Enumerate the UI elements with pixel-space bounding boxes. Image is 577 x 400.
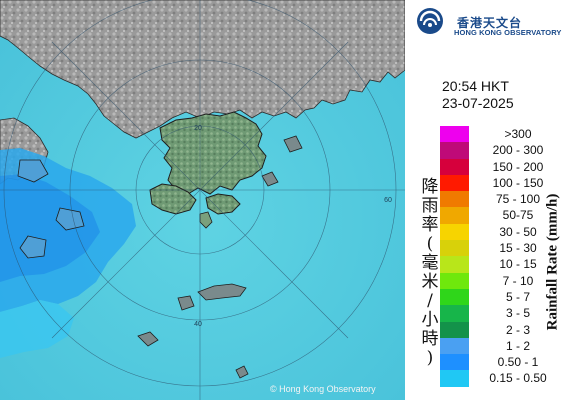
- legend-row: 150 - 200: [440, 158, 550, 175]
- info-panel: 香港天文台 HONG KONG OBSERVATORY 20:54 HKT 23…: [405, 0, 577, 400]
- legend-row: 50-75: [440, 207, 550, 224]
- east-island-1: [283, 135, 303, 153]
- organization-name-en: HONG KONG OBSERVATORY: [454, 28, 562, 37]
- legend-label: 150 - 200: [492, 159, 544, 174]
- legend-title-zh-char: 降: [421, 177, 439, 197]
- legend-swatch: [440, 207, 469, 224]
- legend-row: 15 - 30: [440, 240, 550, 257]
- south-island-1: [197, 283, 247, 301]
- legend-label: 200 - 300: [492, 143, 544, 158]
- legend-label: 100 - 150: [492, 175, 544, 190]
- rain-echo-west-light: [0, 300, 74, 358]
- south-island-2: [177, 295, 195, 311]
- legend-title-zh-char: 時: [421, 329, 439, 349]
- legend-swatch: [440, 305, 469, 322]
- legend-row: 7 - 10: [440, 272, 550, 289]
- legend-swatch: [440, 142, 469, 159]
- lantau-island: [149, 183, 197, 215]
- legend-swatch: [440, 223, 469, 241]
- legend-label: 2 - 3: [505, 322, 530, 337]
- legend-row: 100 - 150: [440, 174, 550, 192]
- legend-swatch: [440, 354, 469, 371]
- legend-label: 5 - 7: [505, 289, 530, 304]
- legend-swatch: [440, 126, 469, 143]
- legend-title-zh-char: (: [426, 234, 434, 254]
- legend-swatch: [440, 272, 469, 289]
- legend-swatch: [440, 174, 469, 192]
- legend-row: 200 - 300: [440, 142, 550, 159]
- south-island-3: [137, 331, 159, 347]
- legend-swatch: [440, 321, 469, 338]
- legend-label: 1 - 2: [505, 338, 530, 353]
- legend-label: 50-75: [502, 208, 534, 223]
- legend-swatch: [440, 158, 469, 175]
- legend-title-zh: 降雨率(毫米 / 小時): [419, 178, 441, 368]
- legend-label: 75 - 100: [495, 192, 541, 207]
- legend-title-zh-char: 小: [421, 310, 439, 330]
- legend-swatch: [440, 370, 469, 387]
- legend-label: 0.50 - 1: [497, 355, 539, 370]
- legend-row: 10 - 15: [440, 256, 550, 273]
- legend-title-zh-char: 率: [421, 215, 439, 235]
- legend-row: 0.50 - 1: [440, 354, 550, 371]
- legend-swatch: [440, 191, 469, 208]
- organization-name-zh: 香港天文台: [457, 16, 523, 30]
- timestamp: 20:54 HKT 23-07-2025: [442, 78, 514, 112]
- timestamp-date: 23-07-2025: [442, 95, 514, 111]
- hong-kong-island: [205, 193, 241, 215]
- legend-swatch: [440, 240, 469, 257]
- west-island-3: [19, 235, 47, 259]
- legend-title-zh-char: 雨: [421, 196, 439, 216]
- legend-row: 30 - 50: [440, 223, 550, 241]
- legend-row: 75 - 100: [440, 191, 550, 208]
- legend-row: 2 - 3: [440, 321, 550, 338]
- timestamp-time: 20:54 HKT: [442, 78, 509, 94]
- legend-row: 1 - 2: [440, 337, 550, 355]
- legend-label: 3 - 5: [505, 306, 530, 321]
- south-island-4: [235, 365, 249, 379]
- radar-image: 20 40 60: [0, 0, 405, 400]
- hong-kong-land: [159, 111, 267, 195]
- west-island-1: [17, 159, 49, 183]
- legend-swatch: [440, 288, 469, 306]
- copyright-notice: © Hong Kong Observatory: [270, 384, 376, 394]
- legend-swatch: [440, 337, 469, 355]
- radar-map[interactable]: 20 40 60 © Hong Kong Observatory: [0, 0, 405, 400]
- legend-label: 7 - 10: [502, 273, 534, 288]
- legend-row: 3 - 5: [440, 305, 550, 322]
- rain-echo-west-inner: [0, 174, 100, 282]
- east-island-2: [261, 171, 279, 187]
- rainfall-legend: >300 200 - 300 150 - 200 100 - 150 75 - 100 5…: [440, 126, 550, 387]
- legend-row: 5 - 7: [440, 288, 550, 306]
- range-rings: [0, 0, 405, 400]
- mainland-land: [0, 0, 405, 139]
- legend-label: >300: [504, 127, 532, 141]
- legend-row: 0.15 - 0.50: [440, 370, 550, 387]
- ring-label-40: 40: [194, 321, 202, 328]
- legend-title-zh-char: /: [427, 291, 433, 311]
- legend-title-zh-char: ): [426, 348, 434, 368]
- legend-title-zh-char: 毫: [421, 253, 439, 273]
- legend-title-zh-char: 米: [421, 272, 439, 292]
- legend-label: 0.15 - 0.50: [489, 371, 547, 386]
- legend-swatch: [440, 256, 469, 273]
- west-island-2: [55, 207, 85, 231]
- legend-label: 30 - 50: [499, 224, 537, 239]
- legend-row: >300: [440, 126, 550, 143]
- observatory-emblem-icon: [417, 8, 443, 34]
- legend-label: 10 - 15: [499, 257, 537, 272]
- observatory-logo[interactable]: 香港天文台 HONG KONG OBSERVATORY: [415, 6, 575, 37]
- legend-label: 15 - 30: [499, 241, 537, 256]
- ring-label-20: 20: [194, 125, 202, 132]
- ring-label-60: 60: [384, 197, 392, 204]
